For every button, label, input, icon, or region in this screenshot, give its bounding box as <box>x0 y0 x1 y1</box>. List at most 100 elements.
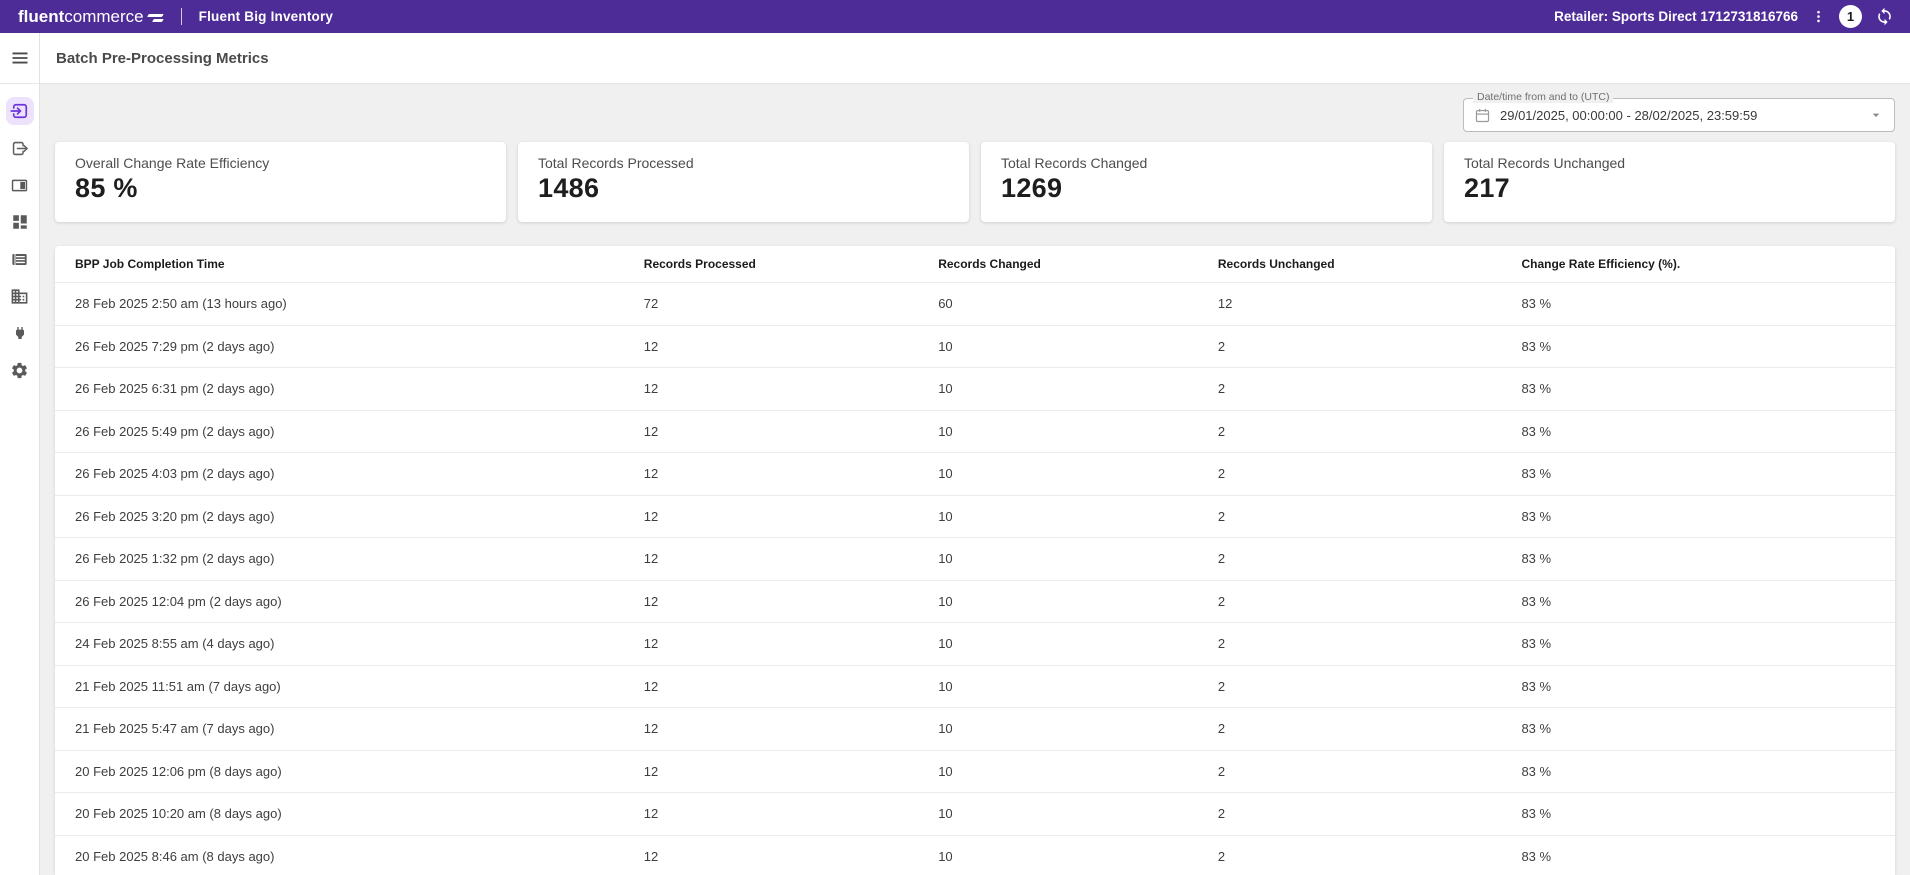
table-cell: 83 % <box>1521 848 1552 864</box>
table-cell: 12 <box>643 636 659 652</box>
sidebar-item-connectors[interactable] <box>6 319 34 347</box>
metric-cards: Overall Change Rate Efficiency 85 % Tota… <box>55 142 1895 222</box>
table-cell: 83 % <box>1521 636 1552 652</box>
sidebar-item-batch-inbound[interactable] <box>5 97 34 125</box>
table-cell: 26 Feb 2025 12:04 pm (2 days ago) <box>75 593 282 609</box>
sidebar-item-lists[interactable] <box>6 245 34 273</box>
table-cell: 10 <box>938 466 953 482</box>
column-header-completion-time: BPP Job Completion Time <box>75 257 225 271</box>
menu-toggle-button[interactable] <box>0 33 39 84</box>
table-cell: 20 Feb 2025 12:06 pm (8 days ago) <box>75 763 282 779</box>
content-area: Date/time from and to (UTC) 29/01/2025, … <box>40 84 1910 875</box>
table-cell: 12 <box>643 338 659 354</box>
sidebar-item-batch-outbound[interactable] <box>6 134 34 162</box>
sidebar-rail <box>0 33 40 875</box>
column-header-change-rate-efficiency: Change Rate Efficiency (%). <box>1521 257 1681 271</box>
table-cell: 21 Feb 2025 11:51 am (7 days ago) <box>75 678 281 694</box>
logo-text-bold: fluent <box>18 6 65 26</box>
topbar-divider <box>180 8 182 25</box>
table-cell: 24 Feb 2025 8:55 am (4 days ago) <box>75 636 275 652</box>
table-cell: 10 <box>938 551 953 567</box>
metric-value: 85 % <box>75 173 138 203</box>
table-cell: 60 <box>938 296 953 312</box>
table-cell: 2 <box>1217 381 1226 397</box>
sidebar-item-settings[interactable] <box>6 356 34 384</box>
sidebar-item-dashboard[interactable] <box>6 208 34 236</box>
table-cell: 83 % <box>1521 508 1552 524</box>
metric-value: 1486 <box>538 173 600 203</box>
table-cell: 10 <box>938 721 953 737</box>
table-cell: 2 <box>1217 466 1226 482</box>
metric-value: 217 <box>1464 173 1510 203</box>
table-row: 26 Feb 2025 7:29 pm (2 days ago) 12 10 2 83 … <box>55 324 1895 368</box>
sidebar-item-panels[interactable] <box>6 171 34 199</box>
notification-badge[interactable]: 1 <box>1839 5 1862 28</box>
table-cell: 12 <box>643 848 659 864</box>
date-range-label: Date/time from and to (UTC) <box>1473 91 1614 103</box>
list-icon <box>12 253 27 265</box>
topbar-right-group: Retailer: Sports Direct 1712731816766 1 <box>1554 5 1894 28</box>
refresh-button[interactable] <box>1875 7 1894 26</box>
retailer-label: Retailer: Sports Direct 1712731816766 <box>1554 9 1798 24</box>
table-cell: 83 % <box>1521 551 1552 567</box>
table-cell: 26 Feb 2025 4:03 pm (2 days ago) <box>75 466 275 482</box>
metric-card-records-changed: Total Records Changed 1269 <box>981 142 1432 222</box>
table-cell: 83 % <box>1521 593 1552 609</box>
table-row: 20 Feb 2025 12:06 pm (8 days ago) 12 10 2 83… <box>55 749 1895 793</box>
table-cell: 10 <box>938 678 953 694</box>
top-app-bar: fluent commerce Fluent Big Inventory Ret… <box>0 0 1910 33</box>
overflow-menu-button[interactable] <box>1811 8 1826 25</box>
side-panel-icon <box>11 179 28 191</box>
calendar-icon <box>1475 108 1490 122</box>
metric-label: Total Records Unchanged <box>1464 155 1626 171</box>
table-cell: 12 <box>643 551 659 567</box>
table-body: 28 Feb 2025 2:50 am (13 hours ago) 72 60 12… <box>55 282 1895 875</box>
table-cell: 83 % <box>1521 806 1552 822</box>
table-cell: 12 <box>643 466 659 482</box>
fluentcommerce-logo[interactable]: fluent commerce <box>18 7 164 27</box>
table-cell: 10 <box>938 636 953 652</box>
column-header-records-unchanged: Records Unchanged <box>1217 257 1335 271</box>
table-row: 26 Feb 2025 1:32 pm (2 days ago) 12 10 2 83 … <box>55 537 1895 580</box>
table-cell: 2 <box>1217 551 1226 567</box>
table-row: 20 Feb 2025 10:20 am (8 days ago) 12 10 2 83… <box>55 792 1895 835</box>
gear-icon <box>12 362 27 378</box>
table-row: 26 Feb 2025 4:03 pm (2 days ago) 12 10 2 83 … <box>55 452 1895 495</box>
table-cell: 10 <box>938 848 953 864</box>
table-row: 21 Feb 2025 5:47 am (7 days ago) 12 10 2 83 … <box>55 707 1895 750</box>
metric-card-records-processed: Total Records Processed 1486 <box>518 142 969 222</box>
page-header: Batch Pre-Processing Metrics <box>40 33 1910 84</box>
table-cell: 28 Feb 2025 2:50 am (13 hours ago) <box>75 296 287 312</box>
metric-label: Overall Change Rate Efficiency <box>75 155 270 171</box>
table-cell: 20 Feb 2025 10:20 am (8 days ago) <box>75 806 282 822</box>
main-area: Batch Pre-Processing Metrics Date/time f… <box>40 33 1910 875</box>
table-cell: 20 Feb 2025 8:46 am (8 days ago) <box>75 848 275 864</box>
arrow-out-of-box-icon <box>12 141 28 155</box>
table-row: 26 Feb 2025 6:31 pm (2 days ago) 12 10 2 83 … <box>55 367 1895 410</box>
app-shell: Batch Pre-Processing Metrics Date/time f… <box>0 33 1910 875</box>
table-row: 20 Feb 2025 8:46 am (8 days ago) 12 10 2 83 … <box>55 834 1895 875</box>
table-cell: 12 <box>643 763 659 779</box>
dropdown-caret-icon[interactable] <box>1868 107 1884 123</box>
page-title: Batch Pre-Processing Metrics <box>56 49 269 67</box>
table-cell: 83 % <box>1521 423 1552 439</box>
table-cell: 10 <box>938 338 953 354</box>
sync-icon <box>1878 7 1891 26</box>
table-cell: 2 <box>1217 678 1226 694</box>
table-cell: 10 <box>938 381 953 397</box>
date-range-picker[interactable]: Date/time from and to (UTC) 29/01/2025, … <box>1463 91 1895 132</box>
table-cell: 83 % <box>1521 338 1552 354</box>
table-cell: 21 Feb 2025 5:47 am (7 days ago) <box>75 721 275 737</box>
table-row: 26 Feb 2025 3:20 pm (2 days ago) 12 10 2 83 … <box>55 494 1895 538</box>
metric-value: 1269 <box>1001 173 1063 203</box>
table-cell: 26 Feb 2025 3:20 pm (2 days ago) <box>75 508 275 524</box>
table-cell: 10 <box>938 763 953 779</box>
sidebar-item-organization[interactable] <box>6 282 34 310</box>
table-cell: 83 % <box>1521 381 1552 397</box>
table-cell: 83 % <box>1521 296 1552 312</box>
table-cell: 12 <box>643 381 659 397</box>
table-cell: 26 Feb 2025 7:29 pm (2 days ago) <box>75 338 275 354</box>
metrics-table: BPP Job Completion Time Records Processe… <box>55 246 1895 875</box>
metric-card-change-rate-efficiency: Overall Change Rate Efficiency 85 % <box>55 142 506 222</box>
fluent-logo-mark-icon <box>148 12 164 24</box>
